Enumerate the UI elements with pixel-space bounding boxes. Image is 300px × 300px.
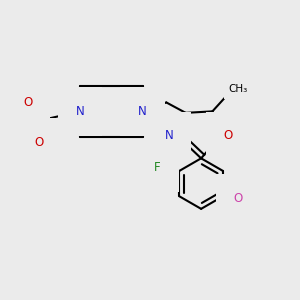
Text: N: N	[76, 105, 85, 118]
Text: O: O	[34, 136, 43, 149]
Text: N: N	[138, 105, 147, 118]
Text: O: O	[23, 96, 33, 109]
Text: N: N	[165, 129, 173, 142]
Text: O: O	[234, 192, 243, 205]
Text: CH₃: CH₃	[229, 83, 248, 94]
Text: O: O	[224, 129, 233, 142]
Text: F: F	[154, 161, 161, 175]
